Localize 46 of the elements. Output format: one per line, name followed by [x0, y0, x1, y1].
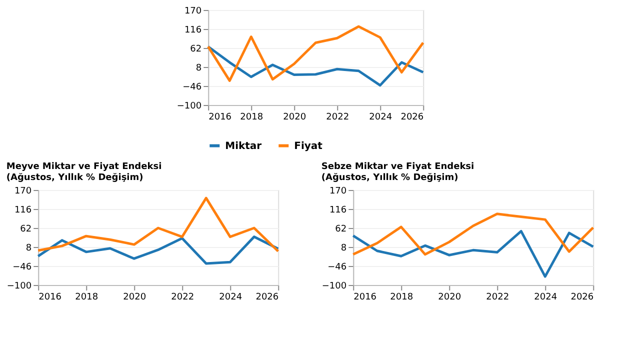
y-tick-label: 170 [184, 6, 202, 16]
y-tick-label: −46 [12, 262, 32, 272]
line-series [352, 212, 594, 256]
legend-label: Fiyat [294, 140, 323, 152]
y-tick-label: 170 [14, 186, 32, 196]
y-tick-label: 8 [196, 64, 202, 74]
x-tick-label: 2022 [486, 292, 510, 302]
x-tick-label: 2018 [390, 292, 414, 302]
x-tick-label: 2016 [38, 292, 62, 302]
y-tick-label: −100 [322, 282, 347, 292]
y-tick-label: 8 [340, 244, 347, 254]
x-tick-label: 2016 [354, 292, 377, 302]
x-tick-label: 2022 [171, 292, 194, 302]
x-tick-label: 2016 [208, 112, 232, 122]
x-tick-label: 2020 [438, 292, 462, 302]
x-tick-label: 2026 [400, 112, 424, 122]
x-tick-label: 2022 [326, 112, 350, 122]
x-tick-label: 2018 [240, 112, 264, 122]
line-series [352, 230, 594, 278]
y-tick-label: 116 [14, 206, 32, 216]
x-tick-label: 2020 [123, 292, 146, 302]
line-series [206, 25, 424, 82]
line-series [36, 196, 280, 252]
x-tick-label: 2024 [534, 292, 558, 302]
y-tick-label: −46 [182, 82, 202, 92]
chart-title: Meyve Miktar ve Fiyat Endeksi (Ağustos, Yıllık % Değişim) [6, 162, 162, 183]
x-tick-label: 2018 [75, 292, 98, 302]
line-series [206, 45, 424, 87]
y-tick-label: 116 [329, 206, 347, 216]
y-tick-label: −100 [176, 102, 202, 112]
line-series [36, 236, 280, 265]
y-tick-label: 62 [20, 224, 32, 234]
x-tick-label: 2024 [369, 112, 392, 122]
chart-title: Sebze Miktar ve Fiyat Endeksi (Ağustos, Yıllık % Değişim) [321, 162, 474, 183]
y-tick-label: −100 [6, 282, 32, 292]
y-tick-label: 8 [26, 244, 32, 254]
x-tick-label: 2026 [256, 292, 279, 302]
y-tick-label: 116 [184, 26, 202, 36]
x-tick-label: 2026 [570, 292, 594, 302]
y-tick-label: 170 [329, 186, 347, 196]
y-tick-label: 62 [190, 44, 202, 54]
y-tick-label: −46 [328, 262, 347, 272]
legend-label: Miktar [225, 140, 262, 152]
x-tick-label: 2020 [283, 112, 306, 122]
y-tick-label: 62 [335, 224, 347, 234]
x-tick-label: 2024 [219, 292, 242, 302]
